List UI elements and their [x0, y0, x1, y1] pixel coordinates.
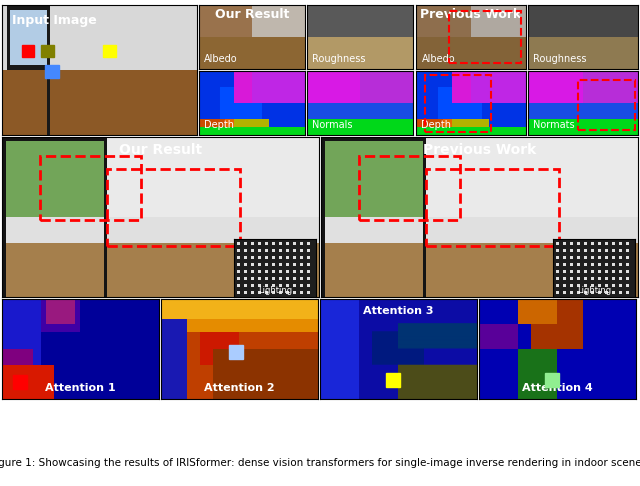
Text: Lighting: Lighting [577, 286, 611, 295]
Bar [45, 65, 58, 78]
Text: Attention 3: Attention 3 [364, 306, 434, 316]
Text: Previous Work: Previous Work [423, 143, 536, 157]
Bar [426, 169, 559, 246]
Text: Input Image: Input Image [12, 14, 97, 27]
Text: Albedo: Albedo [204, 54, 238, 64]
Text: Normals: Normals [312, 120, 353, 130]
Text: Attention 4: Attention 4 [522, 383, 593, 393]
Bar [425, 75, 491, 132]
Text: Previous Work: Previous Work [420, 8, 522, 21]
Text: Our Result: Our Result [215, 8, 289, 21]
Text: Lighting: Lighting [258, 286, 292, 295]
Text: Roughness: Roughness [534, 54, 587, 64]
Bar [386, 373, 400, 387]
Text: Figure 1: Showcasing the results of IRISformer: dense vision transformers for si: Figure 1: Showcasing the results of IRIS… [0, 458, 640, 468]
Text: Albedo: Albedo [422, 54, 455, 64]
Text: Attention 2: Attention 2 [204, 383, 275, 393]
Bar [577, 80, 635, 130]
Bar [22, 45, 34, 57]
Bar [107, 169, 240, 246]
Bar [104, 45, 116, 57]
Bar [40, 156, 141, 220]
Bar [228, 345, 243, 359]
Text: Attention 1: Attention 1 [45, 383, 116, 393]
Text: Depth: Depth [204, 120, 234, 130]
Text: Normats: Normats [534, 120, 575, 130]
Bar [13, 375, 27, 389]
Bar [41, 45, 54, 57]
Text: Our Result: Our Result [119, 143, 202, 157]
Bar [359, 156, 461, 220]
Text: Roughness: Roughness [312, 54, 366, 64]
Text: Depth: Depth [422, 120, 451, 130]
Text: Attention 3: Attention 3 [0, 485, 1, 486]
Bar [449, 11, 520, 63]
Bar [545, 373, 559, 387]
